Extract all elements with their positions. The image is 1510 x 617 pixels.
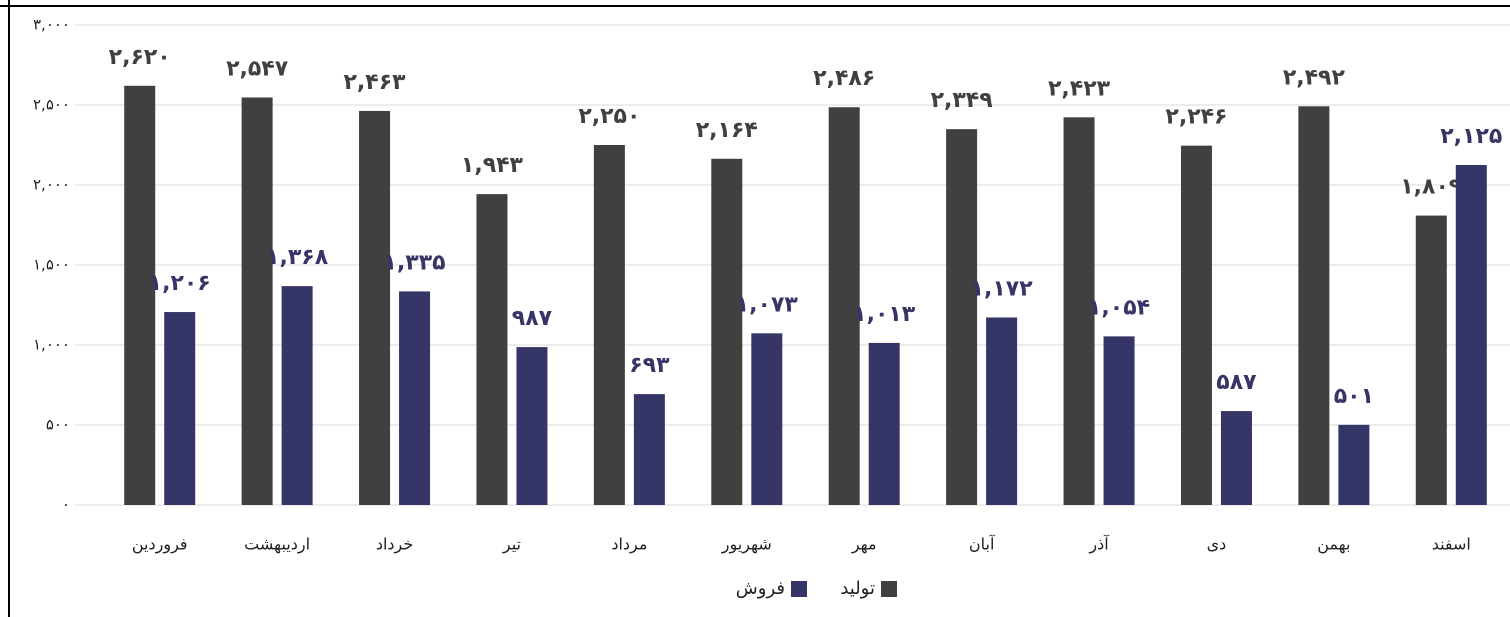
bar [241,97,273,505]
legend-label: تولید [840,578,875,599]
value-label: ۲,۶۲۰ [109,45,171,70]
value-label: ۱,۹۴۳ [461,153,524,178]
x-tick-label: فروردین [132,535,188,555]
value-label: ۲,۱۲۵ [1440,124,1502,149]
bar [751,333,783,505]
bar [828,107,860,506]
y-tick-label: ۳,۰۰۰ [33,16,70,34]
bar [946,129,978,505]
x-tick-label: مهر [851,535,877,555]
bar [1180,145,1212,505]
value-label: ۱,۰۵۴ [1088,295,1150,320]
value-label: ۱,۸۰۹ [1400,175,1462,200]
bar [164,312,196,505]
bar [476,194,508,505]
x-tick-label: خرداد [376,535,413,555]
x-tick-label: شهریور [721,535,772,555]
value-label: ۹۸۷ [512,306,553,331]
value-label: ۱,۳۳۵ [384,250,446,275]
value-label: ۱,۳۶۸ [266,245,329,270]
bar [516,347,548,505]
value-label: ۲,۴۲۳ [1048,76,1111,101]
value-label: ۲,۲۵۰ [578,104,640,129]
value-label: ۲,۱۶۴ [696,118,758,143]
x-tick-label: تیر [502,535,521,555]
legend-swatch [881,581,897,597]
bar [399,291,431,505]
value-label: ۵۸۷ [1216,370,1257,395]
value-label: ۱,۲۰۶ [149,271,211,296]
x-tick-label: آذر [1088,535,1110,555]
legend-swatch [791,581,807,597]
x-tick-label: بهمن [1317,535,1350,555]
bar [124,85,156,506]
y-tick-label: ۲,۵۰۰ [33,96,70,114]
x-tick-label: مرداد [611,535,647,555]
x-tick-label: آبان [969,535,996,554]
y-tick-label: ۰ [62,496,70,514]
value-label: ۶۹۳ [629,353,670,378]
value-label: ۲,۲۴۶ [1165,105,1227,130]
bar [1103,336,1135,505]
bar [281,286,313,505]
value-label: ۲,۴۸۶ [813,66,875,91]
value-label: ۱,۰۷۳ [736,292,799,317]
bar [1063,117,1095,505]
value-label: ۵۰۱ [1334,384,1374,409]
y-tick-label: ۱,۰۰۰ [33,336,70,354]
bar [868,342,900,505]
bar [1220,411,1252,505]
bar [1455,165,1487,505]
bar [986,317,1018,505]
value-label: ۱,۰۱۳ [853,302,916,327]
y-tick-label: ۲,۰۰۰ [33,176,70,194]
bar [1415,215,1447,505]
legend-label: فروش [736,578,785,599]
value-label: ۱,۱۷۲ [971,276,1034,301]
value-label: ۲,۴۹۲ [1283,65,1346,90]
x-tick-label: اسفند [1432,535,1471,554]
bar [1298,106,1330,505]
bar [1338,424,1370,505]
bar [593,145,625,505]
value-label: ۲,۵۴۷ [226,56,289,81]
bar [359,110,391,506]
y-tick-label: ۵۰۰ [46,416,70,434]
value-label: ۲,۳۴۹ [931,88,993,113]
bar [633,394,665,505]
bar [711,158,743,505]
value-label: ۲,۴۶۳ [344,70,407,95]
x-tick-label: اردیبهشت [244,535,310,555]
y-tick-label: ۱,۵۰۰ [33,256,70,274]
x-tick-label: دی [1207,535,1227,554]
